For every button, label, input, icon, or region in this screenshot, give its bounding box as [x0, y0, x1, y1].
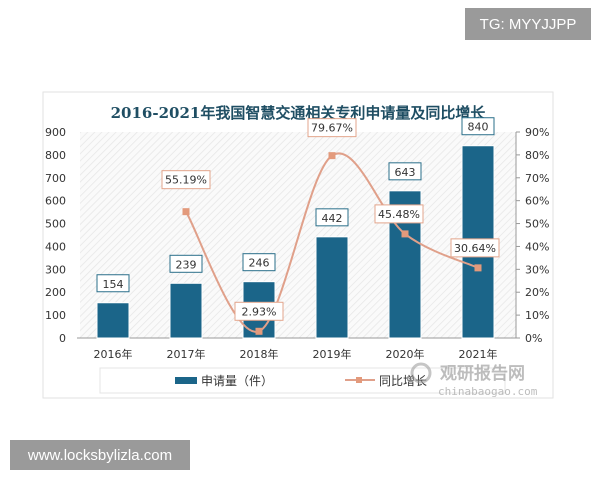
bar-data-label: 643 — [395, 166, 416, 179]
right-tick-label: 40% — [525, 240, 549, 253]
x-tick-label: 2021年 — [459, 347, 498, 361]
bar-data-label-box — [388, 162, 422, 181]
bar-data-label: 154 — [103, 278, 124, 291]
left-tick-label: 700 — [45, 172, 66, 185]
bar-data-label: 442 — [322, 212, 343, 225]
left-tick-label: 400 — [45, 240, 66, 253]
growth-line — [185, 152, 479, 333]
bar-data-label-box — [169, 254, 203, 273]
growth-data-label-box — [374, 204, 424, 224]
growth-data-label: 2.93% — [242, 305, 277, 318]
right-tick-label: 10% — [525, 309, 549, 322]
left-tick-label: 0 — [59, 332, 66, 345]
watermark-top-right: TG: MYYJJPP — [465, 8, 591, 40]
growth-data-label: 30.64% — [454, 242, 496, 255]
right-tick-label: 50% — [525, 218, 549, 231]
growth-marker — [401, 230, 409, 238]
growth-marker — [182, 208, 190, 216]
growth-data-label: 45.48% — [378, 208, 420, 221]
chart-title: 2016-2021年我国智慧交通相关专利申请量及同比增长 — [111, 104, 487, 122]
bar-data-label: 840 — [468, 121, 489, 134]
x-tick-label: 2020年 — [386, 347, 425, 361]
bar-data-label-box — [315, 208, 349, 227]
right-tick-label: 80% — [525, 149, 549, 162]
legend — [99, 367, 506, 394]
growth-data-label-box — [234, 301, 284, 321]
right-tick-label: 20% — [525, 286, 549, 299]
watermark-bottom-left: www.locksbylizla.com — [10, 440, 190, 470]
right-tick-label: 90% — [525, 126, 549, 139]
growth-data-label: 55.19% — [165, 174, 207, 187]
logo-url: chinabaogao.com — [438, 385, 538, 398]
x-tick-label: 2018年 — [240, 347, 279, 361]
left-tick-label: 800 — [45, 149, 66, 162]
left-tick-label: 100 — [45, 309, 66, 322]
growth-marker — [255, 327, 263, 335]
x-tick-label: 2019年 — [313, 347, 352, 361]
logo-name: 观研报告网 — [439, 363, 525, 384]
right-tick-label: 60% — [525, 195, 549, 208]
x-tick-label: 2016年 — [94, 347, 133, 361]
bar-data-label: 239 — [176, 258, 197, 271]
growth-marker — [474, 264, 482, 272]
legend-bar-swatch — [175, 377, 197, 384]
growth-data-label: 79.67% — [311, 122, 353, 135]
left-tick-label: 300 — [45, 263, 66, 276]
legend-bar-label: 申请量（件） — [201, 374, 273, 388]
right-tick-label: 70% — [525, 172, 549, 185]
growth-data-label-box — [450, 238, 500, 258]
bar — [96, 302, 130, 339]
growth-data-label-box — [307, 118, 357, 138]
x-tick-label: 2017年 — [167, 347, 206, 361]
left-tick-label: 900 — [45, 126, 66, 139]
left-tick-label: 600 — [45, 195, 66, 208]
bar-data-label-box — [96, 274, 130, 293]
bar-data-label: 246 — [249, 257, 270, 270]
right-tick-label: 0% — [525, 332, 542, 345]
right-tick-label: 30% — [525, 263, 549, 276]
legend-line-label: 同比增长 — [379, 374, 427, 388]
bar — [315, 236, 349, 339]
bar-data-label-box — [242, 253, 276, 272]
bar-data-label-box — [461, 117, 495, 136]
left-tick-label: 200 — [45, 286, 66, 299]
growth-data-label-box — [161, 170, 211, 190]
logo: 观研报告网 chinabaogao.com — [410, 362, 538, 398]
left-tick-label: 500 — [45, 218, 66, 231]
growth-marker — [328, 152, 336, 160]
bar — [169, 282, 203, 339]
legend-line-marker — [356, 377, 362, 383]
